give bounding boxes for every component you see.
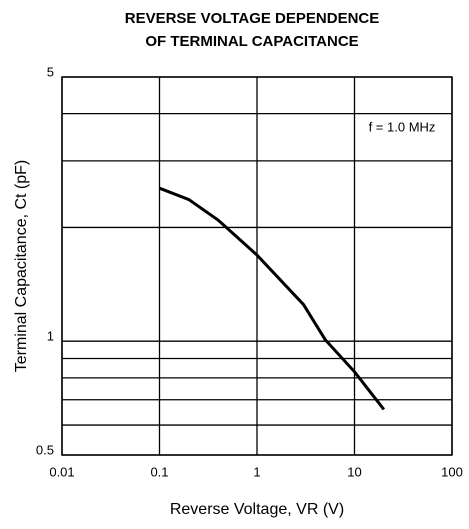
x-tick-label: 0.1 bbox=[150, 464, 168, 479]
y-tick-label: 5 bbox=[47, 64, 54, 79]
y-tick-label: 0.5 bbox=[36, 442, 54, 457]
chart-title: OF TERMINAL CAPACITANCE bbox=[145, 33, 358, 50]
y-tick-label: 1 bbox=[47, 329, 54, 344]
x-tick-label: 1 bbox=[253, 464, 260, 479]
x-axis-label: Reverse Voltage, VR (V) bbox=[170, 501, 344, 518]
plot-frame bbox=[61, 76, 453, 456]
x-tick-label: 0.01 bbox=[49, 464, 74, 479]
data-line bbox=[158, 186, 386, 411]
chart-title: REVERSE VOLTAGE DEPENDENCE bbox=[125, 10, 380, 27]
x-tick-label: 10 bbox=[347, 464, 361, 479]
x-tick-label: 100 bbox=[441, 464, 463, 479]
annotation-bg bbox=[356, 117, 448, 139]
y-axis-label: Terminal Capacitance, Ct (pF) bbox=[13, 160, 30, 373]
annotation: f = 1.0 MHz bbox=[369, 119, 436, 134]
